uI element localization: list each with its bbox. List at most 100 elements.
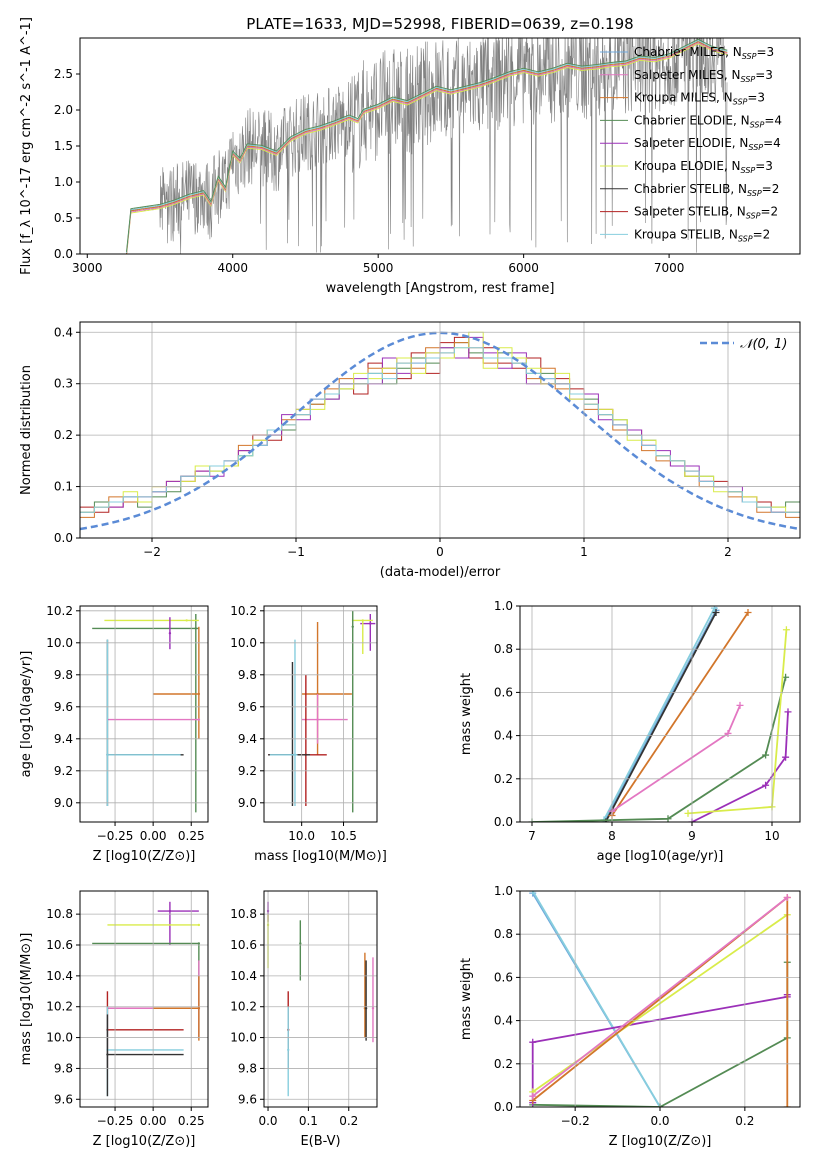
y-tick-label: 9.6 — [54, 1092, 73, 1106]
panel-spectrum: 3000 4000 5000 6000 7000 0.0 0.5 1.0 1.5 2.0 2.5 wa… — [19, 17, 801, 296]
y-tick-label: 10.2 — [46, 604, 73, 618]
weight-marker — [782, 626, 790, 634]
x-tick-label: 0.2 — [735, 1114, 754, 1128]
x-tick-label: −2 — [143, 545, 161, 559]
legend-label: Chabrier ELODIE, N — [634, 113, 750, 127]
axes-frame — [79, 37, 801, 255]
plot-area — [528, 606, 792, 822]
data-point — [364, 1007, 368, 1010]
x-tick-label: 0.25 — [178, 829, 205, 843]
plot-area — [266, 901, 375, 1097]
legend-label: Salpeter STELIB, N — [634, 205, 746, 219]
x-tick-label: 0.0 — [650, 1114, 669, 1128]
figure-title: PLATE=1633, MJD=52998, FIBERID=0639, z=0… — [246, 15, 633, 33]
x-tick-label: 7 — [528, 829, 536, 843]
x-axis-label: E(B-V) — [300, 1134, 340, 1149]
weight-line — [611, 611, 749, 817]
x-tick-label: 10 — [764, 829, 779, 843]
x-axis-label: (data-model)/error — [380, 565, 501, 580]
legend-label: Kroupa ELODIE, N — [634, 159, 741, 173]
y-tick-label: 9.4 — [54, 732, 73, 746]
y-tick-label: 10.2 — [46, 1000, 73, 1014]
data-point — [197, 692, 201, 696]
panel-residuals: −2 −1 0 1 2 0.0 0.1 0.2 0.3 0.4 (data-model)/error… — [19, 321, 801, 580]
legend-label: Kroupa STELIB, N — [634, 227, 738, 241]
y-tick-label: 10.8 — [230, 907, 257, 921]
x-tick-label: 1 — [580, 545, 588, 559]
y-tick-label: 0.2 — [494, 772, 513, 786]
axes-frame — [519, 605, 801, 823]
legend-entry: Kroupa ELODIE, NSSP=3 — [634, 159, 773, 175]
y-tick-label: 10.6 — [46, 938, 73, 952]
legend-entry: Chabrier STELIB, NSSP=2 — [634, 182, 779, 198]
data-point — [168, 632, 172, 635]
x-tick-label: 5000 — [363, 261, 394, 275]
y-tick-label: 10.2 — [230, 1000, 257, 1014]
legend-entry: Chabrier MILES, NSSP=3 — [634, 45, 774, 61]
x-tick-label: 9 — [688, 829, 696, 843]
x-tick-label: 0.2 — [339, 1114, 358, 1128]
legend-subscript: SSP — [747, 189, 762, 198]
x-axis-label: mass [log10(M/M⊙)] — [254, 849, 387, 864]
x-axis-label: Z [log10(Z/Z⊙)] — [93, 849, 196, 864]
weight-marker — [782, 753, 790, 761]
y-axis-label: Flux [f_λ 10^-17 erg cm^-2 s^-1 A^-1] — [19, 17, 34, 275]
legend-label: Salpeter MILES, N — [634, 68, 741, 82]
axes-frame — [519, 890, 801, 1108]
weight-marker — [712, 608, 720, 616]
axes-frame — [263, 605, 378, 823]
y-axis-label: mass weight — [459, 958, 474, 1040]
weight-marker — [783, 1103, 791, 1107]
axes-frame — [79, 321, 801, 539]
legend-label: Chabrier MILES, N — [634, 45, 742, 59]
x-tick-label: 7000 — [654, 261, 685, 275]
x-tick-label: 2 — [724, 545, 732, 559]
data-point — [361, 619, 364, 622]
y-tick-label: 10.4 — [230, 969, 257, 983]
y-tick-label: 9.8 — [54, 668, 73, 682]
x-axis-label: Z [log10(Z/Z⊙)] — [93, 1134, 196, 1149]
plot-area — [92, 901, 201, 1097]
legend-subscript: SSP — [746, 212, 761, 221]
legend-suffix: =3 — [755, 68, 773, 82]
x-tick-label: 3000 — [72, 261, 103, 275]
legend-subscript: SSP — [742, 52, 757, 61]
y-tick-label: 0.4 — [54, 325, 73, 339]
y-tick-label: 10.0 — [46, 636, 73, 650]
y-tick-label: 0.5 — [54, 211, 73, 225]
legend-entry: Salpeter MILES, NSSP=3 — [634, 68, 773, 84]
y-tick-label: 1.0 — [54, 175, 73, 189]
y-tick-label: 10.4 — [46, 969, 73, 983]
y-tick-label: 10.0 — [230, 636, 257, 650]
data-point — [351, 625, 354, 628]
data-point — [371, 1007, 375, 1010]
y-tick-label: 9.2 — [54, 764, 73, 778]
legend-label: Salpeter ELODIE, N — [634, 136, 748, 150]
legend-suffix: =3 — [747, 91, 765, 105]
legend-subscript: SSP — [733, 98, 748, 107]
data-point — [316, 718, 319, 721]
y-tick-label: 10.0 — [230, 1031, 257, 1045]
weight-marker — [744, 608, 752, 616]
legend-label: Chabrier STELIB, N — [634, 182, 747, 196]
panel-age-vs-Z: −0.25 0.00 0.25 9.0 9.2 9.4 9.6 9.8 10.0 10.2 Z [l… — [19, 604, 209, 864]
axes-frame — [79, 605, 209, 823]
y-axis-label: Normed distribution — [19, 365, 34, 495]
y-tick-label: 1.0 — [494, 599, 513, 613]
y-tick-label: 9.2 — [238, 764, 257, 778]
legend-suffix: =2 — [762, 182, 780, 196]
legend-entry: Kroupa STELIB, NSSP=2 — [634, 227, 770, 243]
y-tick-label: 10.6 — [230, 938, 257, 952]
legend-entry: Salpeter STELIB, NSSP=2 — [634, 205, 778, 221]
weight-line — [603, 609, 717, 822]
x-tick-label: 0.00 — [140, 1114, 167, 1128]
data-point — [168, 909, 172, 913]
data-point — [197, 923, 201, 927]
y-tick-label: 0.6 — [494, 685, 513, 699]
y-tick-label: 9.6 — [54, 700, 73, 714]
panel-mass-weight-vs-age: 7 8 9 10 0.0 0.2 0.4 0.6 0.8 1.0 age [log10(age/yr… — [459, 599, 801, 864]
weight-marker — [664, 815, 672, 822]
weight-line — [691, 711, 789, 822]
y-tick-label: 10.2 — [230, 604, 257, 618]
weight-marker — [529, 1092, 537, 1100]
